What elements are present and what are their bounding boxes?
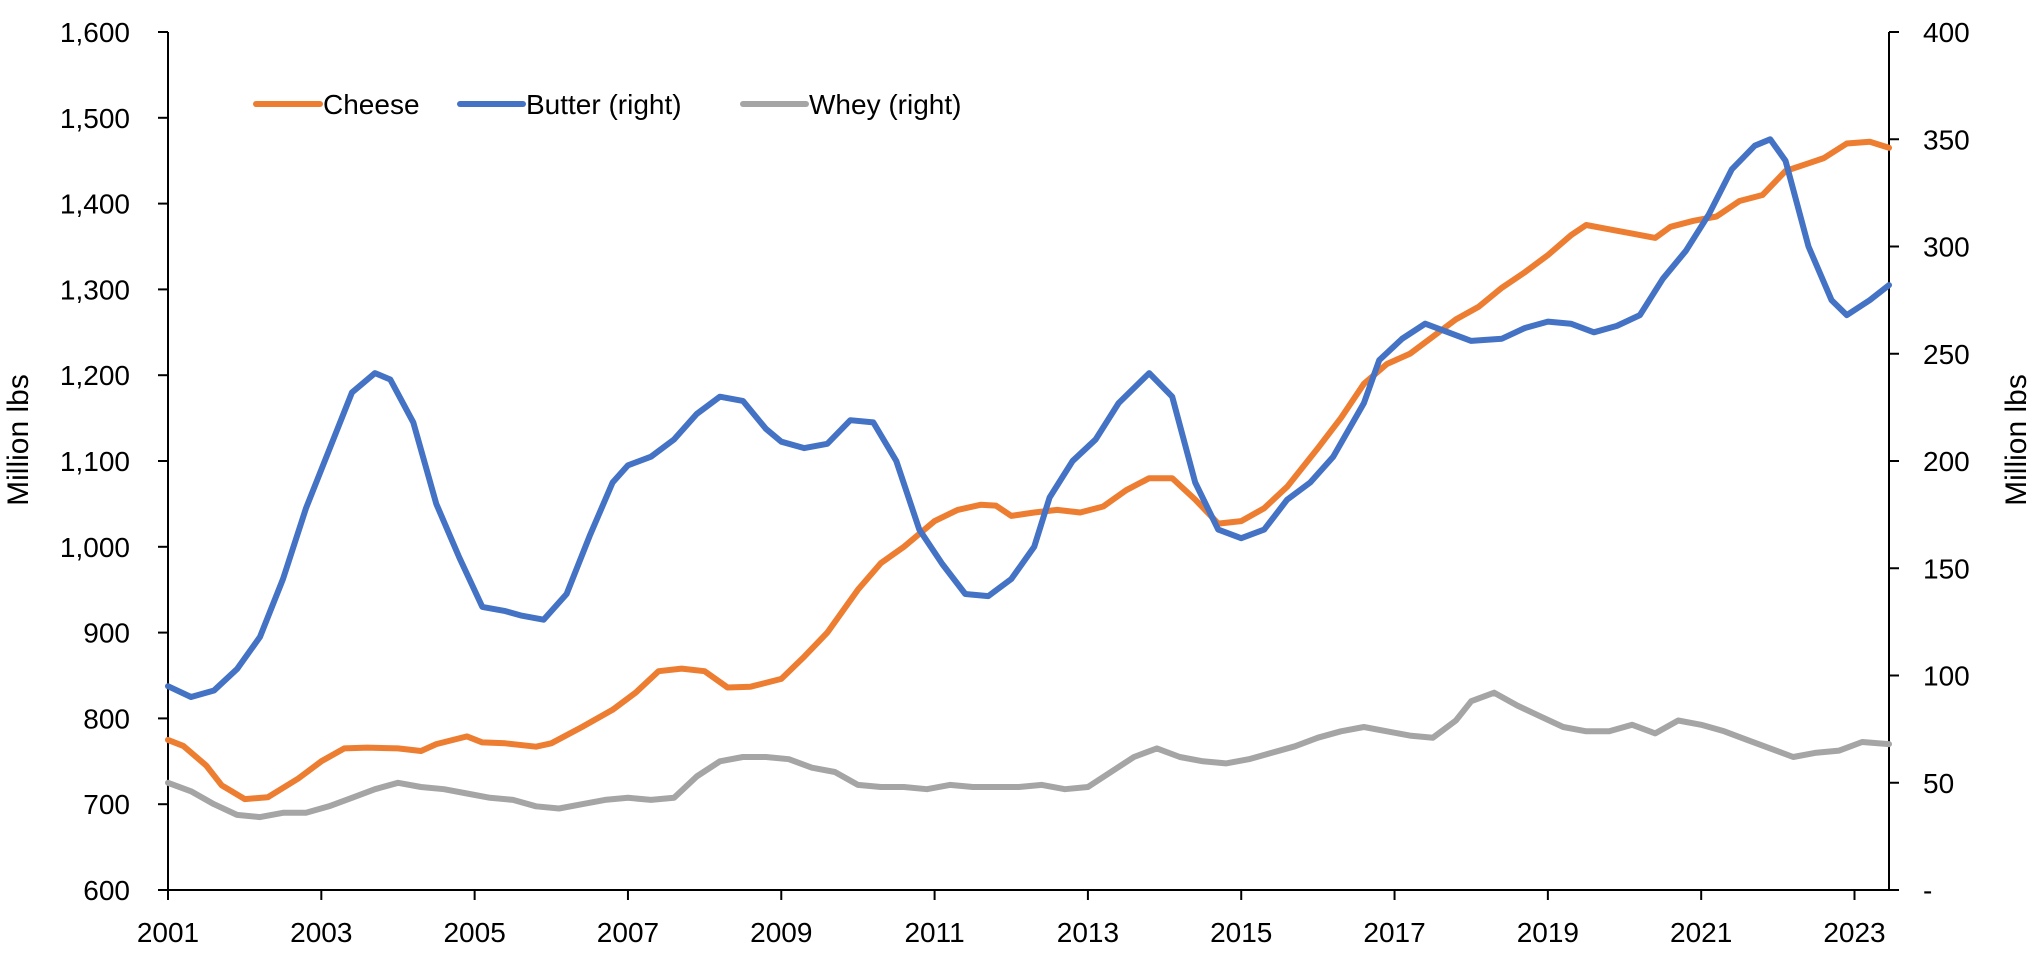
left-y-tick-label: 900 (83, 618, 130, 649)
right-y-tick-label: 400 (1923, 17, 1970, 48)
right-y-tick-label: 200 (1923, 446, 1970, 477)
right-y-tick-label: 100 (1923, 661, 1970, 692)
x-tick-label: 2009 (750, 917, 812, 948)
x-tick-label: 2001 (137, 917, 199, 948)
left-y-tick-label: 1,400 (60, 189, 130, 220)
series-layer (165, 136, 1892, 821)
left-y-tick-label: 1,200 (60, 360, 130, 391)
right-y-tick-label: 150 (1923, 553, 1970, 584)
left-axis-label: Million lbs (2, 374, 35, 506)
x-tick-label: 2011 (904, 917, 964, 948)
left-y-tick-label: 1,500 (60, 103, 130, 134)
left-y-tick-label: 1,300 (60, 274, 130, 305)
left-y-tick-label: 600 (83, 875, 130, 906)
x-tick-label: 2005 (443, 917, 505, 948)
right-y-tick-label: 350 (1923, 124, 1970, 155)
x-tick-label: 2013 (1057, 917, 1119, 948)
x-tick-label: 2003 (290, 917, 352, 948)
left-y-tick-label: 1,100 (60, 446, 130, 477)
x-tick-label: 2017 (1363, 917, 1425, 948)
right-axis-label: Million lbs (2000, 374, 2033, 506)
x-tick-label: 2007 (597, 917, 659, 948)
legend-label-whey-right: Whey (right) (809, 89, 961, 120)
x-tick-label: 2023 (1823, 917, 1885, 948)
right-y-tick-label: 250 (1923, 339, 1970, 370)
legend-label-cheese: Cheese (323, 89, 420, 120)
axes-layer: 600 700 800 900 1,000 1,100 1,200 1,300 1,400 1,5… (60, 17, 1970, 948)
x-tick-label: 2015 (1210, 917, 1272, 948)
x-tick-label: 2021 (1670, 917, 1732, 948)
right-y-tick-label: 300 (1923, 232, 1970, 263)
series-line-butter-right (165, 136, 1892, 700)
right-y-tick-label: 50 (1923, 768, 1954, 799)
left-y-tick-label: 700 (83, 789, 130, 820)
series-line-whey-right (165, 689, 1892, 821)
left-y-tick-label: 800 (83, 703, 130, 734)
left-y-tick-label: 1,600 (60, 17, 130, 48)
right-y-tick-label: - (1923, 875, 1932, 906)
legend-label-butter-right: Butter (right) (526, 89, 682, 120)
legend: Cheese Butter (right) Whey (right) (253, 89, 961, 120)
x-tick-label: 2019 (1517, 917, 1579, 948)
left-y-tick-label: 1,000 (60, 532, 130, 563)
